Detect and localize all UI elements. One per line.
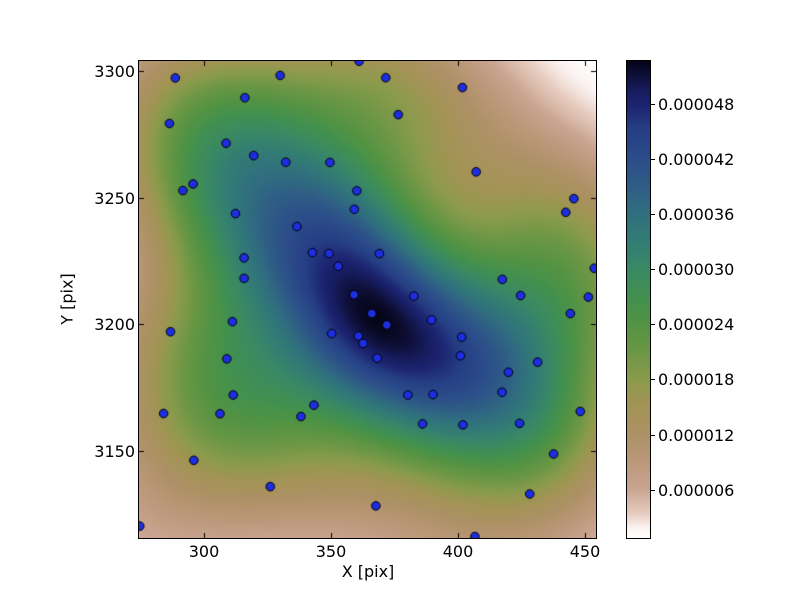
colorbar-tick bbox=[650, 269, 655, 270]
colorbar-tick bbox=[650, 324, 655, 325]
colorbar-tick-label: 0.000042 bbox=[658, 150, 735, 169]
colorbar-tick-label: 0.000006 bbox=[658, 481, 735, 500]
y-tick-label: 3200 bbox=[94, 315, 135, 334]
x-tick-label: 350 bbox=[315, 542, 347, 561]
x-tick-label: 450 bbox=[569, 542, 601, 561]
colorbar-tick-label: 0.000024 bbox=[658, 315, 735, 334]
colorbar-tick bbox=[650, 490, 655, 491]
colorbar-tick bbox=[650, 159, 655, 160]
colorbar-tick bbox=[650, 435, 655, 436]
colorbar-canvas bbox=[626, 60, 651, 539]
colorbar-tick-label: 0.000018 bbox=[658, 370, 735, 389]
colorbar-tick-label: 0.000012 bbox=[658, 426, 735, 445]
colorbar-tick-label: 0.000030 bbox=[658, 260, 735, 279]
colorbar-tick bbox=[650, 104, 655, 105]
y-tick-label: 3150 bbox=[94, 442, 135, 461]
x-tick-label: 300 bbox=[188, 542, 220, 561]
colorbar-tick-label: 0.000048 bbox=[658, 95, 735, 114]
x-tick-label: 400 bbox=[442, 542, 474, 561]
y-tick-label: 3300 bbox=[94, 62, 135, 81]
colorbar-tick bbox=[650, 379, 655, 380]
density-scatter-plot-canvas bbox=[138, 60, 597, 539]
colorbar-tick-label: 0.000036 bbox=[658, 205, 735, 224]
x-axis-label: X [pix] bbox=[341, 562, 395, 581]
colorbar-tick bbox=[650, 214, 655, 215]
y-axis-label: Y [pix] bbox=[57, 273, 77, 325]
y-tick-label: 3250 bbox=[94, 189, 135, 208]
